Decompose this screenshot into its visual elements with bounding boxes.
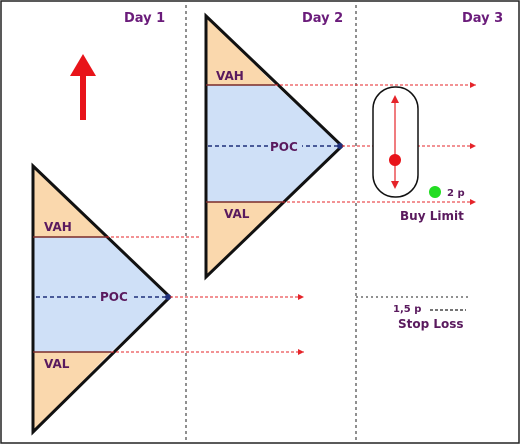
day1-val-label: VAL [44,357,70,371]
day1-poc-dot [165,294,171,300]
stop-offset-label: 1,5 p [393,304,421,315]
day1-poc-label-bg [98,288,132,304]
buy-limit-dot [429,186,441,198]
day2-poc-dot [337,143,343,149]
stop-loss-label: Stop Loss [398,317,464,331]
day-2-label: Day 2 [302,11,343,26]
day1-vah-label: VAH [44,220,72,234]
day-3-label: Day 3 [462,11,503,26]
buy-offset-label: 2 p [447,188,465,199]
day2-poc-label: POC [270,140,298,154]
day2-vah-label: VAH [216,69,244,83]
day1-poc-label: POC [100,290,128,304]
day2-val-label: VAL [224,207,250,221]
price-range-capsule [372,86,419,198]
day2-poc-label-bg [268,138,302,154]
buy-limit-label: Buy Limit [400,209,464,223]
trend-up-arrow-icon [70,54,96,120]
day-1-label: Day 1 [124,11,165,26]
entry-dot [389,154,401,166]
